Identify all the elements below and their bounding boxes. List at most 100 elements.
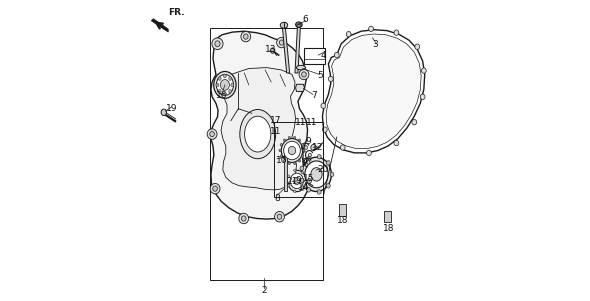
Polygon shape (296, 84, 304, 92)
Polygon shape (211, 31, 309, 219)
Bar (339, 204, 346, 216)
Ellipse shape (218, 89, 221, 93)
Ellipse shape (326, 184, 330, 188)
Ellipse shape (232, 92, 284, 164)
Ellipse shape (300, 166, 304, 170)
Ellipse shape (307, 157, 311, 161)
Text: 11: 11 (306, 118, 317, 127)
Text: 18: 18 (383, 224, 395, 233)
Ellipse shape (287, 175, 290, 178)
Ellipse shape (288, 136, 290, 139)
Ellipse shape (300, 178, 304, 183)
Bar (304, 48, 325, 64)
Ellipse shape (294, 169, 296, 172)
Ellipse shape (287, 170, 306, 192)
Ellipse shape (210, 132, 214, 137)
Polygon shape (295, 27, 300, 73)
Ellipse shape (326, 161, 330, 165)
Ellipse shape (207, 129, 217, 139)
Ellipse shape (301, 175, 306, 180)
Text: 6: 6 (303, 15, 309, 24)
Ellipse shape (293, 136, 296, 139)
Ellipse shape (299, 160, 301, 162)
Ellipse shape (231, 83, 234, 87)
Ellipse shape (307, 178, 312, 183)
Text: 9: 9 (306, 137, 312, 146)
Ellipse shape (277, 214, 282, 219)
Ellipse shape (288, 162, 290, 165)
Ellipse shape (394, 30, 399, 36)
Ellipse shape (294, 190, 296, 193)
Bar (274, 122, 323, 197)
Ellipse shape (161, 109, 166, 116)
Text: 21: 21 (286, 177, 298, 186)
Text: 19: 19 (165, 104, 177, 113)
Ellipse shape (284, 141, 300, 160)
Text: 9: 9 (301, 158, 307, 167)
Text: FR.: FR. (168, 8, 185, 17)
Ellipse shape (317, 190, 321, 194)
Ellipse shape (335, 52, 339, 58)
Ellipse shape (297, 65, 306, 70)
Ellipse shape (294, 177, 300, 185)
Ellipse shape (311, 144, 316, 150)
Text: 4: 4 (320, 51, 326, 60)
Ellipse shape (270, 48, 275, 53)
Ellipse shape (366, 150, 371, 156)
Polygon shape (151, 19, 168, 32)
Text: 18: 18 (337, 216, 349, 225)
Ellipse shape (321, 103, 326, 108)
Ellipse shape (299, 69, 309, 80)
Ellipse shape (241, 216, 246, 221)
Ellipse shape (289, 146, 296, 155)
Ellipse shape (241, 31, 251, 42)
Ellipse shape (212, 38, 223, 50)
Ellipse shape (213, 186, 217, 191)
Text: 8: 8 (274, 194, 280, 203)
Ellipse shape (394, 140, 399, 146)
Ellipse shape (239, 213, 248, 224)
Ellipse shape (412, 119, 417, 125)
Text: 11: 11 (270, 127, 281, 136)
Ellipse shape (297, 24, 301, 27)
Ellipse shape (224, 74, 227, 78)
Ellipse shape (280, 155, 283, 157)
Ellipse shape (216, 83, 219, 87)
Ellipse shape (283, 160, 286, 162)
Text: 16: 16 (216, 91, 228, 100)
Ellipse shape (311, 168, 322, 181)
Ellipse shape (330, 172, 334, 177)
Ellipse shape (304, 146, 307, 149)
Ellipse shape (421, 68, 426, 73)
Text: 13: 13 (266, 45, 277, 54)
Ellipse shape (299, 139, 301, 141)
Ellipse shape (369, 26, 373, 32)
Ellipse shape (307, 161, 310, 164)
Ellipse shape (218, 77, 221, 80)
Ellipse shape (274, 212, 284, 222)
Ellipse shape (329, 76, 333, 82)
Text: 17: 17 (270, 116, 281, 125)
Ellipse shape (244, 34, 248, 39)
Ellipse shape (301, 188, 304, 191)
Text: 9: 9 (295, 176, 301, 185)
Ellipse shape (293, 162, 296, 165)
Polygon shape (221, 68, 297, 190)
Ellipse shape (420, 94, 425, 100)
Ellipse shape (280, 22, 288, 28)
Ellipse shape (279, 149, 281, 152)
Ellipse shape (303, 185, 307, 189)
Ellipse shape (304, 180, 307, 182)
Ellipse shape (287, 184, 290, 187)
Ellipse shape (307, 188, 311, 192)
Ellipse shape (346, 32, 351, 37)
Ellipse shape (305, 161, 328, 188)
Text: 7: 7 (312, 91, 317, 100)
Ellipse shape (281, 138, 303, 163)
Ellipse shape (317, 154, 321, 159)
Polygon shape (326, 34, 421, 149)
Text: 2: 2 (261, 286, 267, 295)
Text: 11: 11 (295, 118, 307, 127)
Text: 10: 10 (276, 157, 287, 166)
Ellipse shape (301, 157, 332, 191)
